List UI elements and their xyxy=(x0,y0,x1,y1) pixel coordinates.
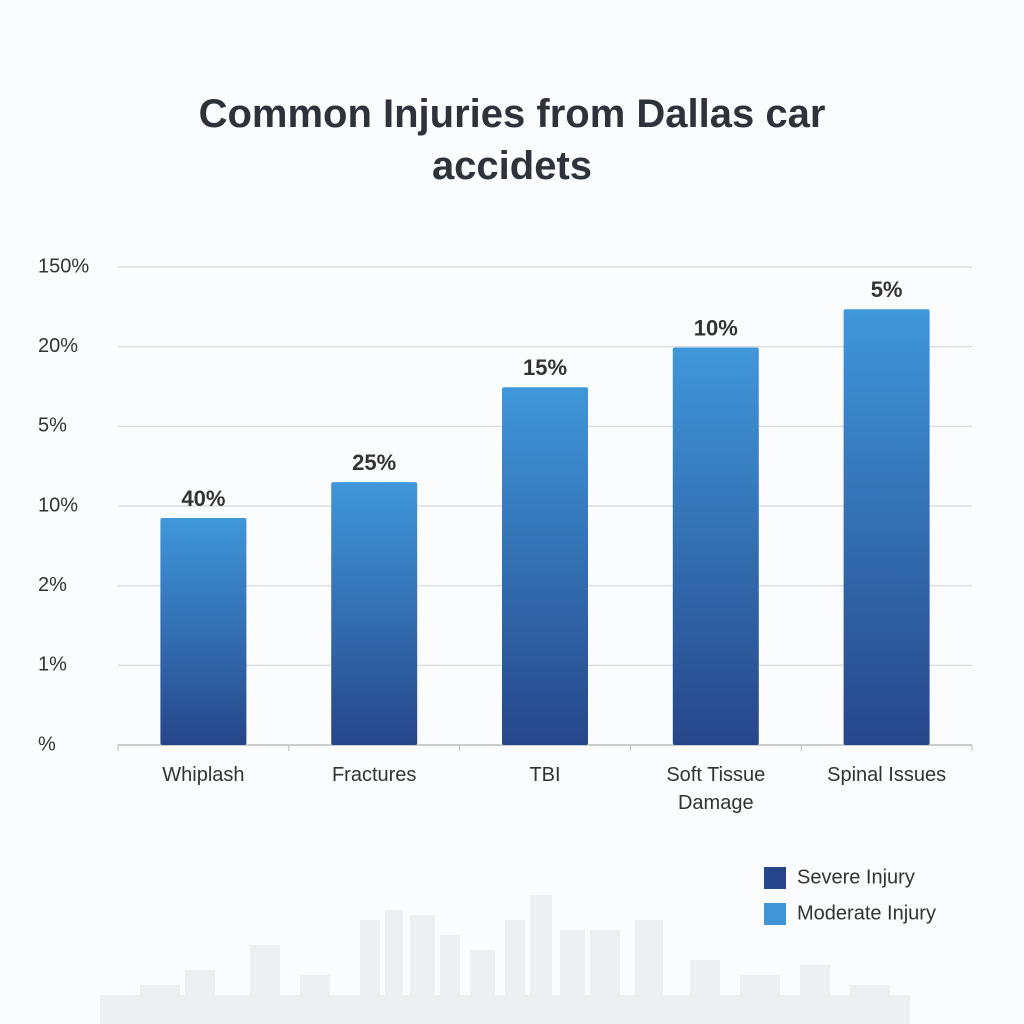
x-tick-label-box: Fractures xyxy=(331,764,417,786)
bar-annotation: 15% xyxy=(523,355,567,380)
bar-annotation: 5% xyxy=(871,277,903,302)
bar-annotation: 25% xyxy=(352,450,396,475)
x-tick-label: Fractures xyxy=(331,764,417,786)
x-tick-label: Soft Tissue Damage xyxy=(666,764,766,814)
chart-title: Common Injuries from Dallas car accidets xyxy=(198,92,826,188)
x-tick-label: TBI xyxy=(529,764,561,786)
y-tick-label: 5% xyxy=(38,415,67,437)
y-tick-label: 1% xyxy=(38,654,67,676)
y-tick-label: 20% xyxy=(38,335,78,357)
bar xyxy=(160,517,247,745)
bar xyxy=(843,309,930,745)
y-tick-label: 10% xyxy=(38,494,78,516)
legend-swatch xyxy=(764,903,786,925)
x-tick-label-box: Whiplash xyxy=(162,764,245,786)
legend-label: Moderate Injury xyxy=(797,902,936,924)
bar-annotation: 10% xyxy=(694,315,738,340)
skyline xyxy=(100,895,910,1024)
y-tick-label: % xyxy=(38,733,56,755)
legend-swatch xyxy=(764,867,786,889)
y-tick-label: 2% xyxy=(38,574,67,596)
bar xyxy=(331,482,418,745)
bar xyxy=(672,347,759,745)
x-tick-label-box: TBI xyxy=(529,764,561,786)
y-tick-label: 150% xyxy=(38,255,89,277)
x-tick-label-box: Soft Tissue Damage xyxy=(666,764,766,814)
x-tick-label-box: Spinal Issues xyxy=(827,764,947,786)
legend-label: Severe Injury xyxy=(797,866,915,888)
x-tick-label: Spinal Issues xyxy=(827,764,947,786)
x-tick-label: Whiplash xyxy=(162,764,245,786)
bar-annotation: 40% xyxy=(181,486,225,511)
bar xyxy=(502,387,588,745)
